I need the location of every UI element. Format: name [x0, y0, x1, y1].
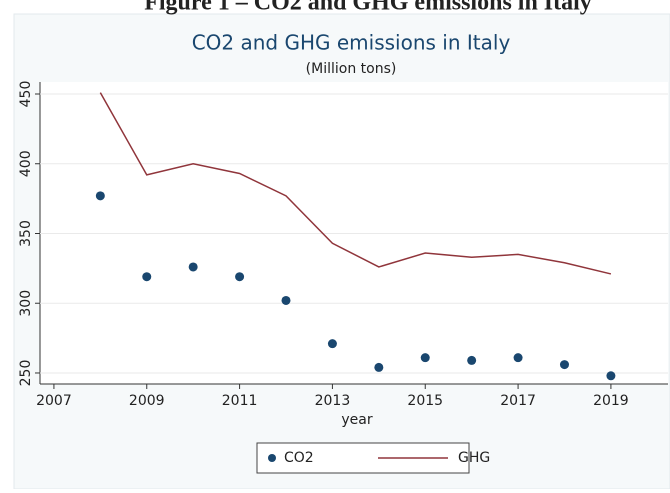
- x-tick-label: 2011: [222, 393, 258, 409]
- y-tick-label: 450: [18, 81, 34, 108]
- legend-marker: [268, 454, 276, 462]
- data-point: [235, 272, 245, 282]
- legend-label: GHG: [458, 450, 490, 466]
- x-tick-label: 2015: [407, 393, 443, 409]
- data-point: [188, 262, 198, 272]
- y-tick-label: 300: [18, 290, 34, 317]
- x-tick-label: 2013: [315, 393, 351, 409]
- data-point: [327, 339, 337, 349]
- data-point: [95, 191, 105, 201]
- data-point: [374, 362, 384, 372]
- x-axis-label: year: [341, 412, 372, 428]
- data-point: [420, 353, 430, 363]
- figure-header: Figure 1 – CO2 and GHG emissions in Ital…: [144, 0, 592, 16]
- x-tick-label: 2009: [129, 393, 165, 409]
- data-point: [142, 272, 152, 282]
- y-tick-label: 400: [18, 150, 34, 177]
- data-point: [606, 371, 616, 381]
- x-tick-label: 2007: [36, 393, 72, 409]
- y-tick-label: 350: [18, 220, 34, 247]
- data-point: [467, 355, 477, 365]
- chart-title: CO2 and GHG emissions in Italy: [192, 31, 511, 55]
- y-tick-label: 250: [18, 360, 34, 387]
- legend-label: CO2: [284, 450, 314, 466]
- series-line: [99, 92, 612, 275]
- data-point: [513, 353, 523, 363]
- chart-subtitle: (Million tons): [306, 61, 397, 77]
- data-point: [281, 295, 291, 305]
- x-tick-label: 2019: [593, 393, 629, 409]
- data-point: [559, 360, 569, 370]
- x-tick-label: 2017: [500, 393, 536, 409]
